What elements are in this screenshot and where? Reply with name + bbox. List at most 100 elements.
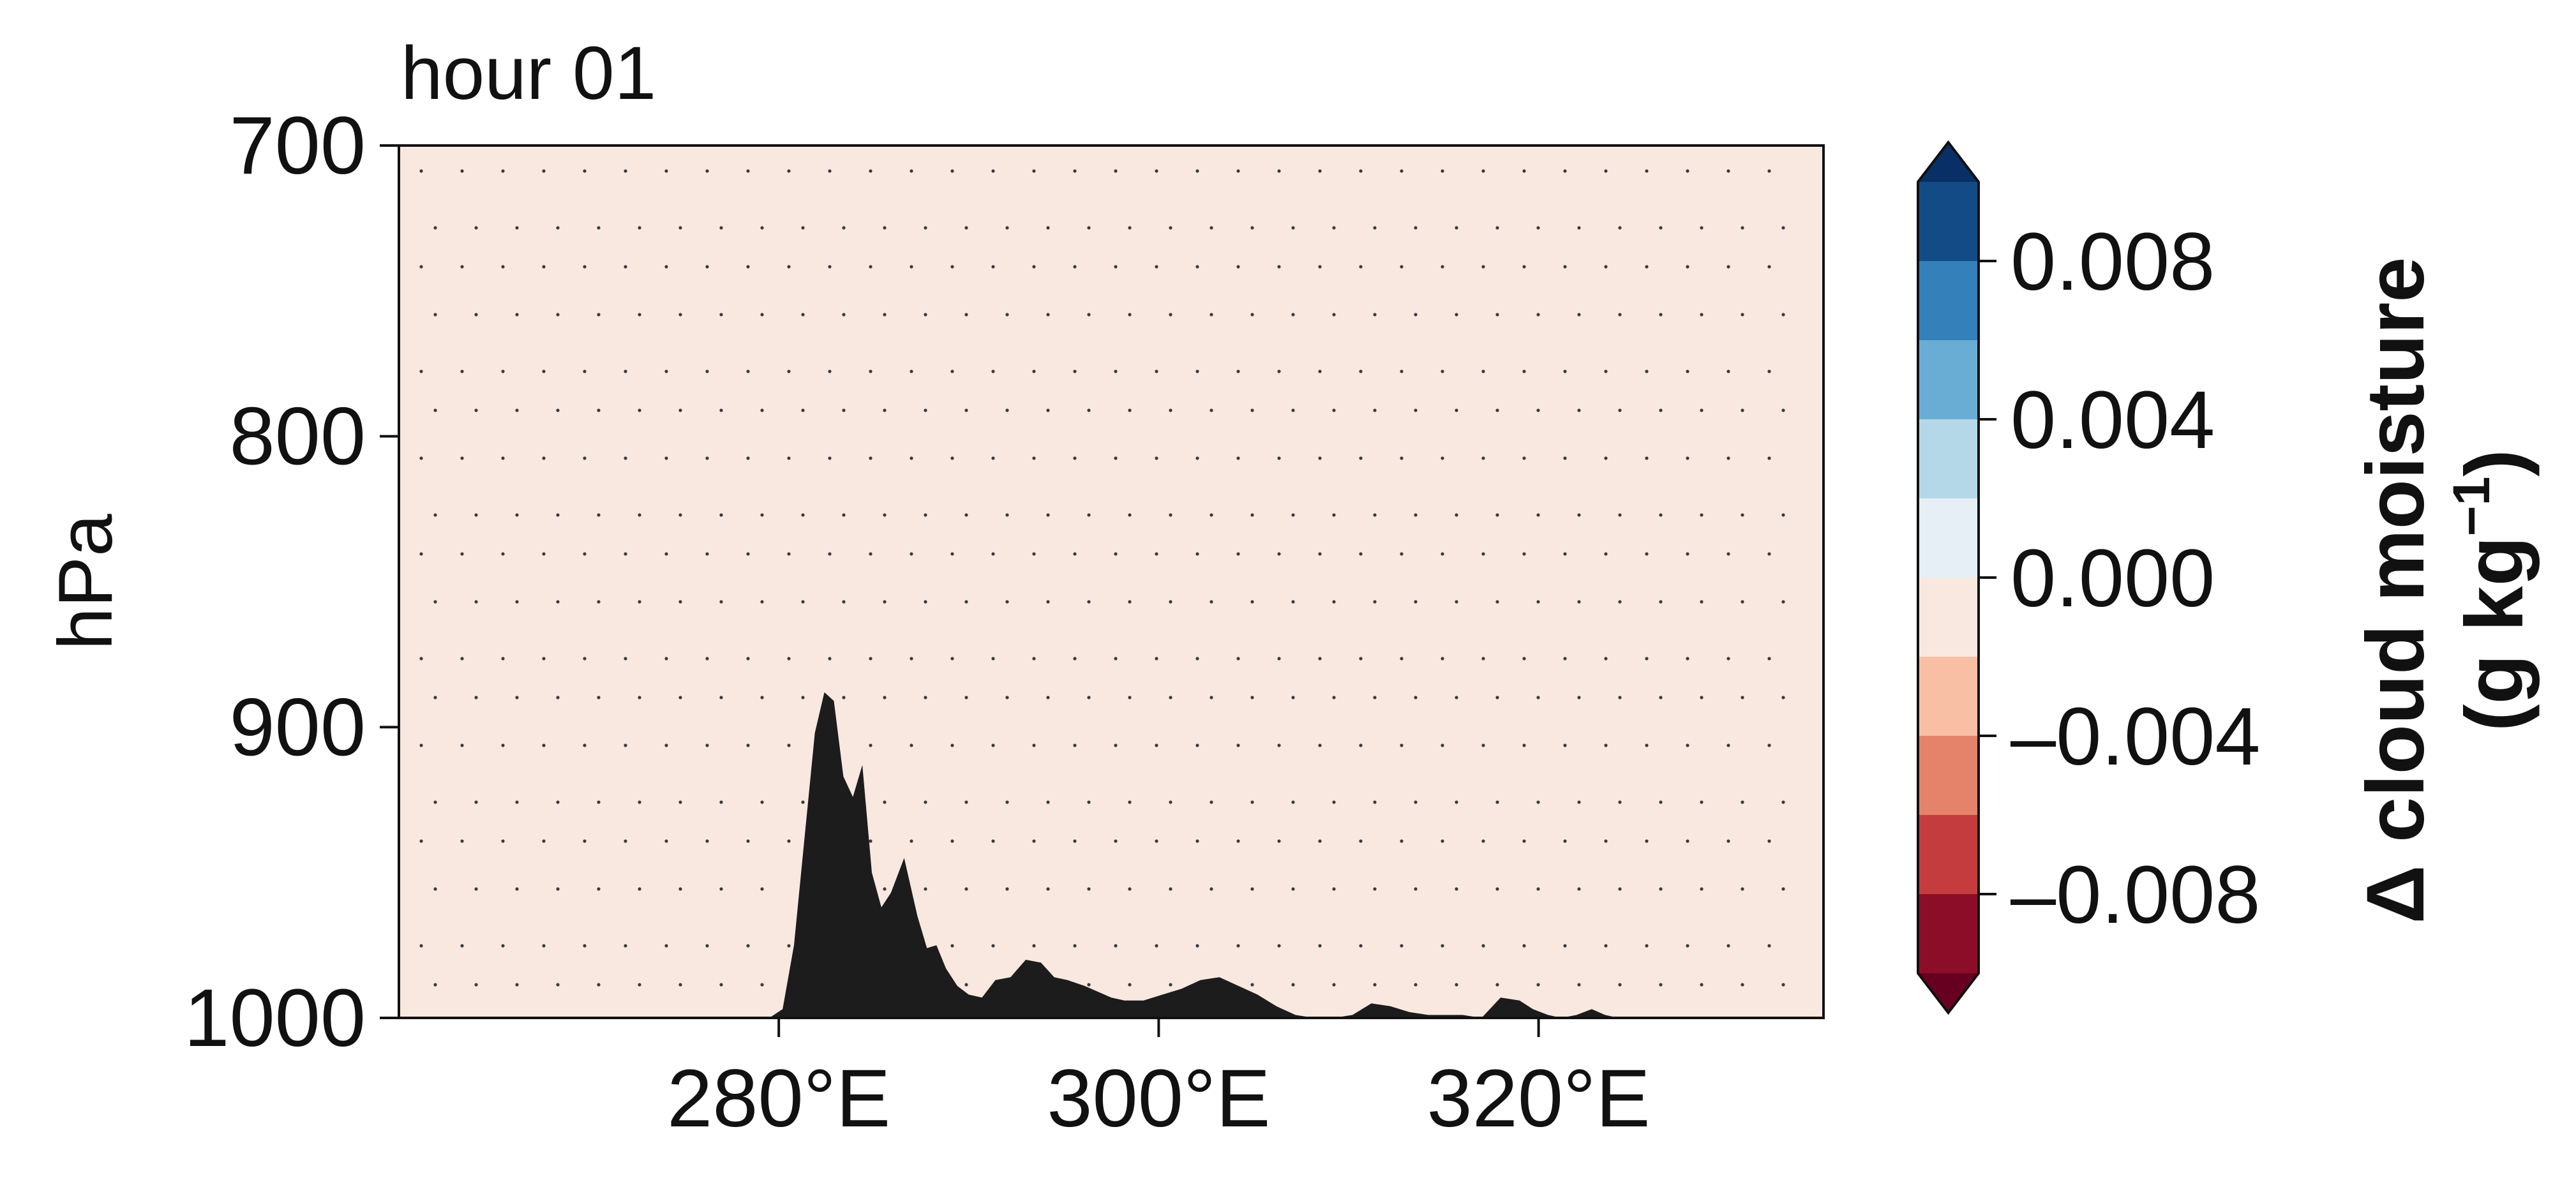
stipple-dot	[1645, 370, 1649, 373]
stippling	[419, 169, 1785, 987]
stipple-dot	[1073, 743, 1077, 747]
stipple-dot	[1781, 887, 1785, 891]
stipple-dot	[556, 696, 560, 699]
stipple-dot	[924, 513, 927, 517]
stipple-dot	[1767, 456, 1771, 460]
stipple-dot	[1032, 265, 1036, 269]
stipple-dot	[1155, 169, 1158, 173]
stipple-dot	[1618, 887, 1622, 891]
stipple-dot	[1087, 983, 1091, 987]
y-tick-label: 800	[229, 391, 366, 482]
stipple-dot	[664, 552, 668, 556]
stipple-dot	[664, 370, 668, 373]
stipple-dot	[1700, 600, 1704, 604]
stipple-dot	[746, 657, 750, 661]
stipple-dot	[1128, 600, 1132, 604]
stipple-dot	[638, 408, 641, 412]
stipple-dot	[433, 313, 437, 317]
stipple-dot	[910, 743, 913, 747]
stipple-dot	[1495, 983, 1499, 987]
stipple-dot	[501, 657, 505, 661]
stipple-dot	[1481, 552, 1485, 556]
stipple-dot	[1441, 657, 1444, 661]
stipple-dot	[869, 552, 872, 556]
stipple-dot	[1767, 839, 1771, 843]
stipple-dot	[719, 313, 723, 317]
stipple-dot	[991, 839, 995, 843]
stipple-dot	[950, 265, 954, 269]
stipple-dot	[1726, 265, 1730, 269]
stipple-dot	[1563, 169, 1567, 173]
stipple-dot	[664, 456, 668, 460]
stipple-dot	[1618, 408, 1622, 412]
stipple-dot	[1659, 696, 1663, 699]
stipple-dot	[1277, 839, 1281, 843]
stipple-dot	[705, 169, 709, 173]
stipple-dot	[474, 887, 478, 891]
stipple-dot	[1277, 456, 1281, 460]
stipple-dot	[1114, 657, 1118, 661]
stipple-dot	[1455, 313, 1458, 317]
stipple-dot	[1032, 370, 1036, 373]
stipple-dot	[1236, 265, 1240, 269]
stipple-dot	[419, 657, 423, 661]
stipple-dot	[1195, 743, 1199, 747]
stipple-dot	[1400, 657, 1404, 661]
stipple-dot	[597, 313, 601, 317]
stipple-dot	[1359, 552, 1363, 556]
stipple-dot	[419, 265, 423, 269]
stipple-dot	[664, 839, 668, 843]
stipple-dot	[1318, 743, 1322, 747]
stipple-dot	[787, 265, 791, 269]
stipple-dot	[474, 600, 478, 604]
stipple-dot	[1781, 408, 1785, 412]
stipple-dot	[1781, 313, 1785, 317]
colorbar: 0.008 0.004 0.000 –0.004 –0.008	[1917, 140, 2261, 1015]
stipple-dot	[1195, 944, 1199, 948]
stipple-dot	[869, 839, 872, 843]
stipple-dot	[1400, 944, 1404, 948]
stipple-dot	[1700, 983, 1704, 987]
stipple-dot	[1332, 800, 1336, 804]
stipple-dot	[1536, 800, 1540, 804]
stipple-dot	[460, 743, 464, 747]
x-tick-label: 320°E	[1427, 1053, 1651, 1144]
stipple-dot	[950, 370, 954, 373]
stipple-dot	[515, 887, 519, 891]
stipple-dot	[1046, 313, 1050, 317]
stipple-dot	[1741, 600, 1744, 604]
stipple-dot	[1686, 839, 1689, 843]
stipple-dot	[705, 265, 709, 269]
stipple-dot	[624, 265, 627, 269]
stipple-dot	[1726, 743, 1730, 747]
stipple-dot	[1455, 800, 1458, 804]
stipple-dot	[1236, 743, 1240, 747]
stipple-dot	[1726, 552, 1730, 556]
stipple-dot	[638, 696, 641, 699]
stipple-dot	[1005, 800, 1009, 804]
stipple-dot	[883, 600, 887, 604]
stipple-dot	[1781, 983, 1785, 987]
stipple-dot	[1563, 839, 1567, 843]
stipple-dot	[801, 696, 805, 699]
colorbar-level	[1918, 815, 1979, 894]
stipple-dot	[1250, 513, 1254, 517]
stipple-dot	[1414, 226, 1418, 230]
stipple-dot	[419, 370, 423, 373]
stipple-dot	[556, 408, 560, 412]
stipple-dot	[1455, 408, 1458, 412]
stipple-dot	[678, 887, 682, 891]
stipple-dot	[1700, 408, 1704, 412]
stipple-dot	[1481, 944, 1485, 948]
stipple-dot	[719, 408, 723, 412]
stipple-dot	[1046, 887, 1050, 891]
stipple-dot	[433, 696, 437, 699]
stipple-dot	[678, 800, 682, 804]
stipple-dot	[433, 513, 437, 517]
stipple-dot	[1318, 370, 1322, 373]
stipple-dot	[705, 370, 709, 373]
colorbar-tick-label: 0.008	[2011, 216, 2215, 308]
stipple-dot	[1277, 265, 1281, 269]
stipple-dot	[1767, 370, 1771, 373]
stipple-dot	[1291, 696, 1295, 699]
